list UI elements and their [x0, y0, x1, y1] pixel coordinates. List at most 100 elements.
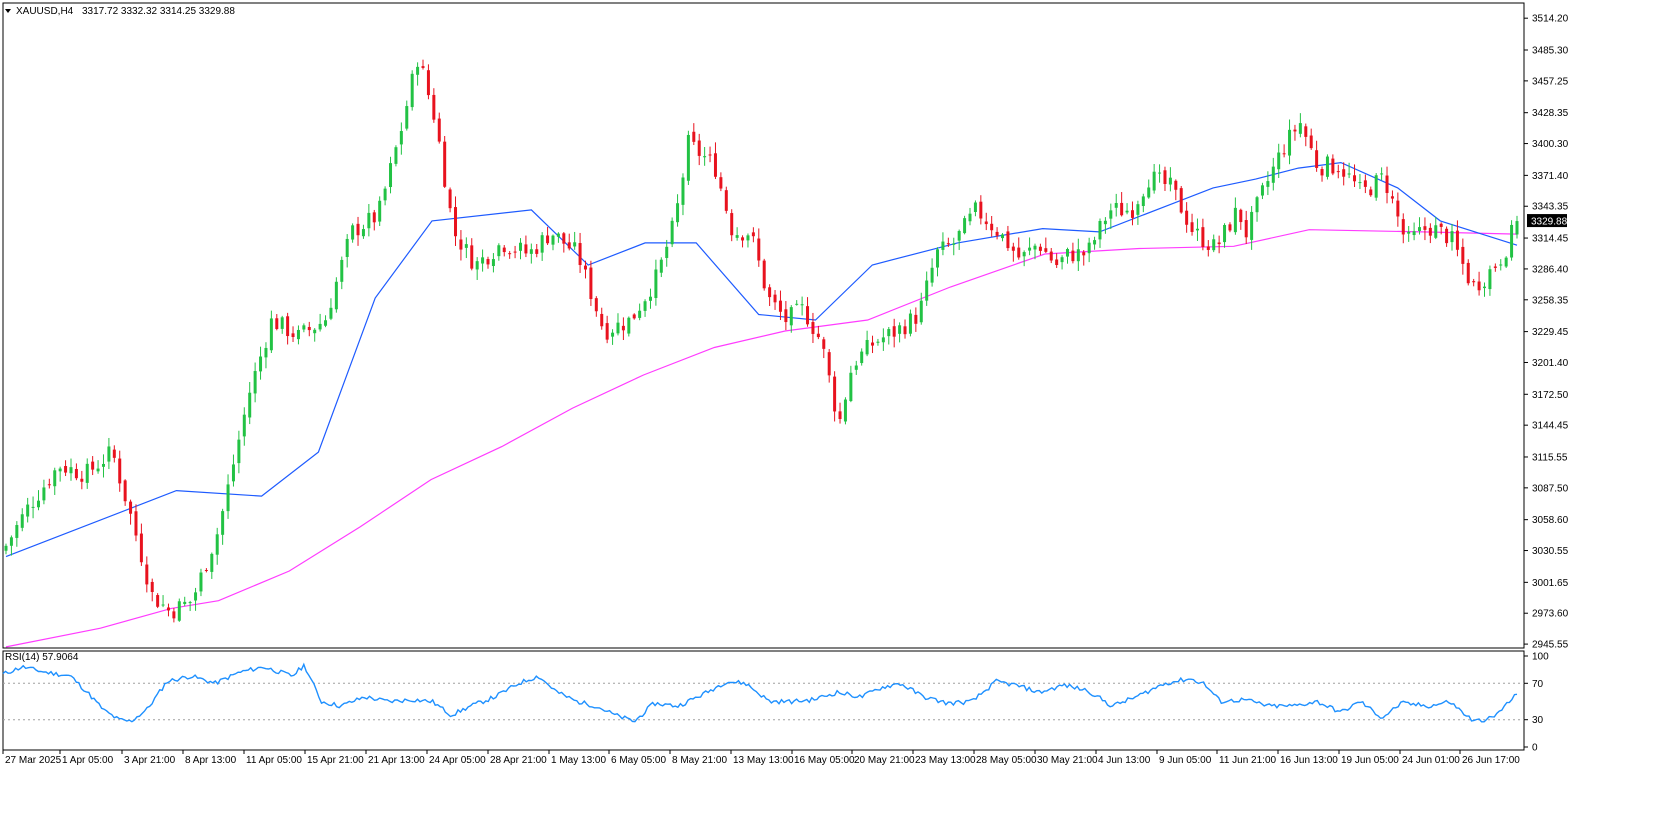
candle[interactable] — [973, 200, 977, 217]
candle[interactable] — [1428, 223, 1432, 244]
candle[interactable] — [188, 600, 192, 612]
candle[interactable] — [762, 258, 766, 291]
candle[interactable] — [936, 247, 940, 277]
candle[interactable] — [177, 598, 181, 622]
candle[interactable] — [984, 212, 988, 231]
candle[interactable] — [183, 596, 187, 607]
candle[interactable] — [1412, 222, 1416, 241]
candle[interactable] — [437, 112, 441, 144]
candle[interactable] — [1418, 217, 1422, 235]
candle[interactable] — [1033, 243, 1037, 260]
candle[interactable] — [1385, 166, 1389, 204]
candle[interactable] — [296, 325, 300, 345]
candle[interactable] — [735, 227, 739, 241]
candle[interactable] — [1499, 259, 1503, 271]
candle[interactable] — [1488, 265, 1492, 296]
candle[interactable] — [1071, 242, 1075, 264]
candle[interactable] — [399, 122, 403, 155]
candle[interactable] — [172, 607, 176, 623]
candle[interactable] — [594, 296, 598, 317]
candle[interactable] — [491, 253, 495, 273]
candle[interactable] — [843, 397, 847, 425]
candle[interactable] — [1515, 215, 1519, 239]
candle[interactable] — [1060, 255, 1064, 270]
candle[interactable] — [686, 130, 690, 186]
candle[interactable] — [459, 230, 463, 261]
candle[interactable] — [1239, 208, 1243, 230]
candle[interactable] — [724, 186, 728, 214]
candle[interactable] — [1152, 163, 1156, 194]
candle[interactable] — [1120, 192, 1124, 217]
candle[interactable] — [567, 233, 571, 251]
candle[interactable] — [925, 271, 929, 306]
candle[interactable] — [1472, 278, 1476, 287]
candle[interactable] — [827, 349, 831, 383]
candle[interactable] — [556, 232, 560, 243]
candle[interactable] — [389, 156, 393, 194]
candle[interactable] — [307, 321, 311, 337]
candle[interactable] — [275, 314, 279, 331]
candle[interactable] — [134, 504, 138, 542]
candle[interactable] — [1190, 213, 1194, 236]
candle[interactable] — [773, 290, 777, 310]
candle[interactable] — [269, 310, 273, 354]
candle[interactable] — [454, 196, 458, 246]
candle[interactable] — [313, 328, 317, 342]
candle[interactable] — [757, 228, 761, 267]
candle[interactable] — [513, 245, 517, 259]
candle[interactable] — [583, 260, 587, 279]
candle[interactable] — [426, 64, 430, 100]
candle[interactable] — [1022, 250, 1026, 267]
candle[interactable] — [616, 313, 620, 336]
candle[interactable] — [1044, 237, 1048, 254]
candle[interactable] — [36, 490, 40, 511]
candle[interactable] — [302, 323, 306, 333]
candle[interactable] — [1076, 238, 1080, 271]
candle[interactable] — [1374, 173, 1378, 201]
candle[interactable] — [31, 496, 35, 519]
candle[interactable] — [1049, 248, 1053, 264]
candle[interactable] — [1320, 166, 1324, 182]
candle[interactable] — [811, 312, 815, 344]
candle[interactable] — [611, 329, 615, 345]
candle[interactable] — [1163, 166, 1167, 191]
candle[interactable] — [448, 187, 452, 213]
candle[interactable] — [1028, 237, 1032, 256]
candle[interactable] — [204, 568, 208, 573]
candle[interactable] — [1217, 235, 1221, 254]
candle[interactable] — [15, 521, 19, 547]
candle[interactable] — [1223, 223, 1227, 248]
candle[interactable] — [221, 508, 225, 545]
candle[interactable] — [129, 499, 133, 525]
candle[interactable] — [26, 497, 30, 523]
candle[interactable] — [833, 371, 837, 422]
candle[interactable] — [69, 458, 73, 481]
candle[interactable] — [1011, 242, 1015, 262]
candle[interactable] — [600, 307, 604, 330]
candle[interactable] — [919, 292, 923, 325]
candle[interactable] — [383, 186, 387, 206]
candle[interactable] — [573, 231, 577, 250]
candle[interactable] — [1407, 225, 1411, 242]
candle[interactable] — [1038, 243, 1042, 256]
candle[interactable] — [903, 319, 907, 339]
candle[interactable] — [356, 216, 360, 246]
candle[interactable] — [145, 556, 149, 593]
candle[interactable] — [930, 258, 934, 287]
candle[interactable] — [1304, 123, 1308, 147]
candle[interactable] — [237, 430, 241, 474]
candle[interactable] — [475, 257, 479, 280]
candle[interactable] — [730, 209, 734, 242]
candle[interactable] — [107, 437, 111, 470]
candle[interactable] — [1439, 222, 1443, 235]
candle[interactable] — [540, 232, 544, 261]
candle[interactable] — [58, 466, 62, 482]
candle[interactable] — [708, 146, 712, 163]
candle[interactable] — [1109, 203, 1113, 230]
candle[interactable] — [865, 330, 869, 357]
candle[interactable] — [1369, 186, 1373, 197]
candle[interactable] — [91, 456, 95, 476]
candle[interactable] — [1082, 250, 1086, 266]
candle[interactable] — [1168, 167, 1172, 192]
